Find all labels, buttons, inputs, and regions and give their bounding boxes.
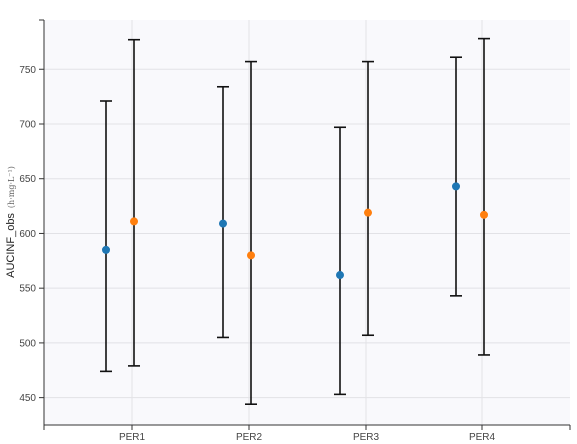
data-point[interactable]	[130, 217, 138, 226]
x-tick-label: PER1	[119, 432, 146, 443]
y-tick-label: 700	[19, 119, 36, 130]
x-tick-label: PER2	[236, 432, 263, 443]
y-axis-label-text: AUCINF_obs	[5, 213, 17, 278]
y-tick-label: 750	[19, 65, 36, 76]
data-point[interactable]	[336, 271, 344, 280]
grid-lines	[44, 20, 570, 425]
y-axis-ticks: 450 500 550 600 650 700 750	[19, 65, 44, 404]
data-point[interactable]	[480, 210, 488, 219]
y-axis-unit: (h·mg·L⁻¹)	[7, 166, 16, 208]
x-tick-label: PER3	[353, 432, 380, 443]
y-tick-label: 550	[19, 284, 36, 295]
data-point[interactable]	[452, 182, 460, 191]
y-tick-label: 650	[19, 174, 36, 185]
x-axis-ticks: PER1 PER2 PER3 PER4	[119, 425, 496, 443]
y-tick-label: 450	[19, 393, 36, 404]
data-point[interactable]	[102, 245, 110, 254]
y-tick-label: 600	[19, 229, 36, 240]
y-tick-label: 500	[19, 338, 36, 349]
data-point[interactable]	[219, 219, 227, 228]
plot-background	[44, 20, 570, 425]
data-point[interactable]	[247, 251, 255, 260]
x-tick-label: PER4	[469, 432, 496, 443]
data-marks	[100, 37, 490, 406]
data-point[interactable]	[364, 208, 372, 217]
y-axis-label: AUCINF_obs (h·mg·L⁻¹)	[5, 166, 17, 278]
